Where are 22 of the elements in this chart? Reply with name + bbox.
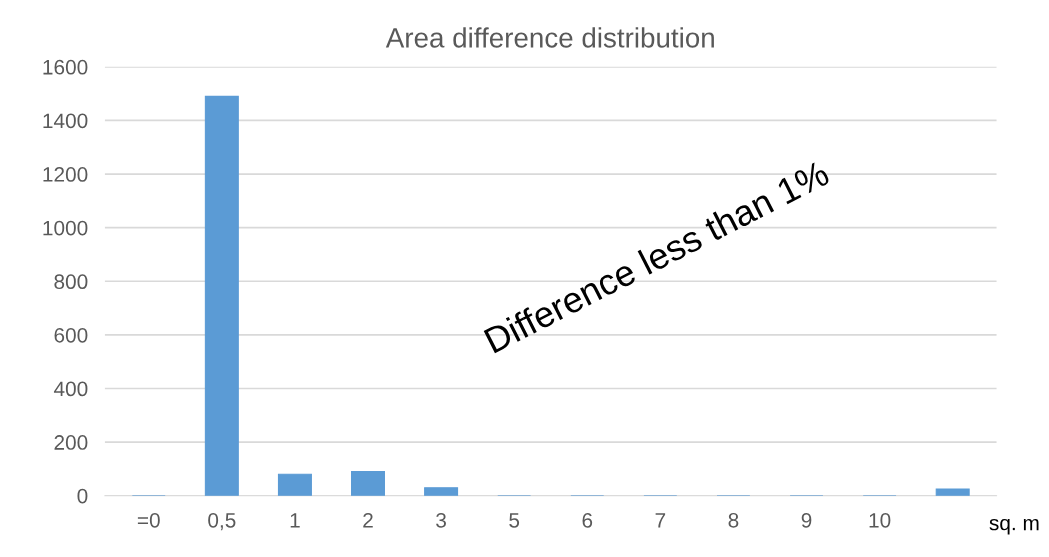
y-tick-label: 800 xyxy=(54,274,88,290)
y-tick-label: 600 xyxy=(54,327,88,343)
y-tick-label: 0 xyxy=(77,488,88,504)
x-tick-label: 6 xyxy=(582,512,593,528)
x-tick-label: 2 xyxy=(363,512,373,528)
y-tick-label: 1200 xyxy=(43,167,88,182)
y-tick-label: 1600 xyxy=(43,59,88,75)
x-tick-label: 8 xyxy=(728,512,739,528)
y-tick-label: 200 xyxy=(54,435,88,450)
y-tick-label: 1000 xyxy=(43,220,88,236)
x-tick-label: 3 xyxy=(436,512,446,528)
x-tick-label: 7 xyxy=(655,513,666,528)
x-tick-label: 0,5 xyxy=(208,512,236,531)
y-tick-label: 1400 xyxy=(43,113,88,129)
x-tick-label: =0 xyxy=(137,512,160,528)
chart-title: Area difference distribution xyxy=(385,27,714,48)
y-tick-label: 400 xyxy=(53,381,88,397)
x-tick-label: 5 xyxy=(509,513,520,528)
x-tick-label: 10 xyxy=(869,512,891,528)
x-tick-label: 9 xyxy=(801,512,812,528)
x-tick-label: 1 xyxy=(290,513,300,528)
x-axis-title: sq. m xyxy=(989,518,1039,535)
